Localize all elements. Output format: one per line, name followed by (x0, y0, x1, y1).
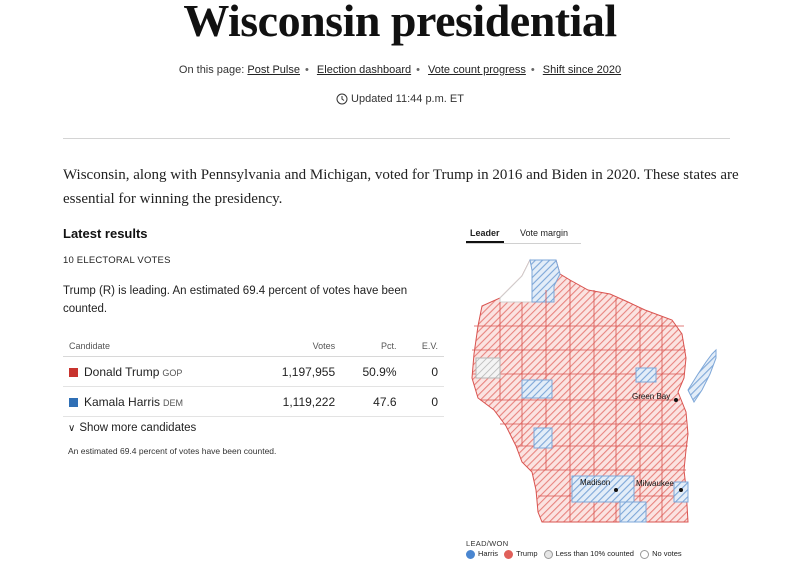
show-more-candidates-button[interactable]: ∨ Show more candidates (68, 422, 196, 434)
trump-legend-icon (504, 549, 514, 559)
trump-swatch (69, 367, 78, 377)
map-tabs: Leader Vote margin (466, 228, 582, 243)
city-label-milwaukee: Milwaukee (636, 479, 674, 488)
ev-cell: 0 (402, 356, 444, 387)
candidate-name: Donald Trump (84, 364, 160, 379)
results-header-row: Candidate Votes Pct. E.V. (63, 336, 444, 357)
county-no-votes (499, 258, 533, 303)
legend-no-votes: No votes (640, 549, 682, 559)
county-harris-north (529, 259, 561, 303)
harris-swatch (69, 397, 78, 407)
on-this-page-nav: On this page: Post Pulse • Election dashb… (178, 64, 622, 76)
page-title: Wisconsin presidential (183, 0, 617, 46)
col-ev: E.V. (402, 336, 444, 357)
legend-label: Harris (478, 549, 498, 559)
show-more-label: Show more candidates (79, 422, 197, 434)
candidate-cell: Donald Trump GOP (63, 356, 260, 387)
table-row: Kamala Harris DEM 1,119,222 47.6 0 (63, 386, 444, 417)
city-label-madison: Madison (580, 478, 610, 487)
legend-harris: Harris (466, 549, 498, 559)
nav-link-vote-count-progress[interactable]: Vote count progress (428, 64, 526, 76)
results-footnote: An estimated 69.4 percent of votes have … (68, 446, 277, 456)
clock-icon (336, 93, 348, 105)
col-votes: Votes (259, 336, 342, 357)
divider (63, 138, 730, 139)
col-candidate: Candidate (63, 336, 260, 357)
tab-leader[interactable]: Leader (466, 228, 504, 243)
intro-paragraph: Wisconsin, along with Pennsylvania and M… (63, 167, 739, 207)
legend-label: No votes (652, 549, 682, 559)
party-label: GOP (162, 367, 183, 378)
nav-link-election-dashboard[interactable]: Election dashboard (316, 64, 412, 76)
legend-label: Trump (516, 549, 538, 559)
nav-link-shift-since-2020[interactable]: Shift since 2020 (542, 64, 622, 76)
on-this-page-label: On this page: (178, 64, 245, 76)
col-pct: Pct. (341, 336, 403, 357)
chevron-down-icon: ∨ (68, 423, 76, 434)
updated-timestamp: Updated 11:44 p.m. ET (0, 93, 800, 105)
pct-cell: 50.9% (341, 356, 403, 387)
tab-vote-margin[interactable]: Vote margin (520, 228, 569, 238)
candidate-name: Kamala Harris (84, 394, 161, 409)
green-bay-dot (674, 398, 678, 402)
results-table: Candidate Votes Pct. E.V. Donald Trump GO… (63, 336, 444, 417)
county-dane (571, 475, 635, 503)
party-label: DEM (163, 397, 184, 408)
county-harris-west (521, 379, 553, 399)
table-row: Donald Trump GOP 1,197,955 50.9% 0 (63, 356, 444, 387)
leading-summary: Trump (R) is leading. An estimated 69.4 … (63, 285, 408, 315)
door-peninsula (687, 348, 717, 403)
updated-text: Updated 11:44 p.m. ET (351, 93, 464, 105)
legend-title: LEAD/WON (466, 539, 509, 548)
city-label-green-bay: Green Bay (632, 392, 670, 401)
tab-divider (466, 243, 581, 244)
county-harris-northeast (635, 367, 657, 383)
state-shape (471, 259, 689, 523)
votes-cell: 1,197,955 (259, 356, 342, 387)
latest-results-heading: Latest results (63, 226, 148, 241)
nav-link-post-pulse[interactable]: Post Pulse (247, 64, 300, 76)
ev-cell: 0 (402, 386, 444, 417)
votes-cell: 1,119,222 (259, 386, 342, 417)
legend-trump: Trump (504, 549, 537, 559)
county-map[interactable]: Green Bay Madison Milwaukee (460, 250, 730, 528)
county-harris-lacrosse (533, 427, 553, 449)
county-less-than-10 (475, 357, 501, 379)
harris-legend-icon (466, 549, 475, 559)
electoral-votes-label: 10 ELECTORAL VOTES (63, 255, 171, 266)
map-legend: Harris Trump Less than 10% counted No vo… (466, 549, 686, 559)
candidate-cell: Kamala Harris DEM (63, 386, 260, 417)
pct-cell: 47.6 (341, 386, 403, 417)
legend-less-than-10: Less than 10% counted (543, 549, 634, 559)
gray-legend-icon (543, 549, 553, 559)
empty-legend-icon (640, 549, 650, 559)
legend-label: Less than 10% counted (555, 549, 634, 559)
milwaukee-dot (679, 488, 683, 492)
madison-dot (614, 488, 618, 492)
county-rock (619, 501, 647, 523)
